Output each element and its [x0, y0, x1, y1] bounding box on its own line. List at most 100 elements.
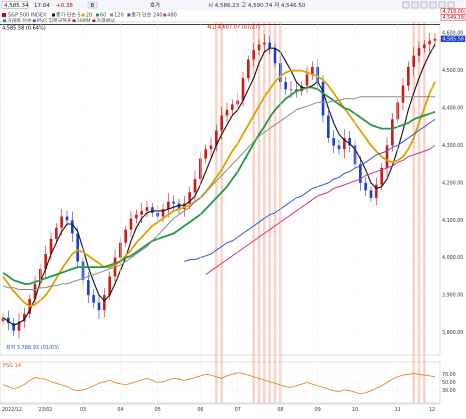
x-tick-label: 10 — [352, 407, 358, 413]
candle-body — [417, 48, 421, 56]
candle-body — [247, 59, 250, 79]
settings-icon[interactable] — [420, 1, 428, 9]
candle-body — [369, 190, 373, 198]
candle-body — [65, 216, 69, 221]
symbol-field[interactable] — [1, 1, 29, 9]
b-button[interactable] — [87, 1, 98, 9]
candle-body — [241, 78, 245, 101]
event-band — [412, 22, 415, 403]
legend-row-1: S&P 500 INDEX 종가 단순 5 20 60 120 종가 단순 240 480 — [2, 12, 177, 19]
x-tick-label: 06 — [197, 407, 203, 413]
candle-body — [263, 42, 266, 45]
y-tick-label: 4,400.00 — [442, 106, 463, 112]
candle-body — [76, 233, 79, 262]
ma-legend-swatch — [163, 13, 167, 17]
main-chart — [0, 21, 441, 403]
candle-body — [193, 179, 197, 193]
moving-average-ma120 — [2, 96, 435, 290]
row2-legend-swatch — [3, 19, 6, 23]
toolbar-icons — [402, 1, 455, 9]
x-tick-label: 04 — [117, 407, 123, 413]
candle-body — [60, 216, 63, 228]
row2-legend-label: PSG 일목균형표 — [37, 18, 72, 25]
candle-body — [327, 115, 330, 138]
ma-legend-label: 120 — [114, 13, 124, 19]
annotations: 최고 4,607.07 (07/27) 최저 3,788.93 (01/03) — [6, 24, 260, 352]
psg-y-tick-label: 30.00 — [442, 388, 456, 394]
candle-body — [17, 321, 21, 331]
zoom-out-icon[interactable] — [411, 1, 419, 9]
candle-body — [332, 137, 335, 146]
ma-legend-label: 20 — [86, 13, 92, 19]
candle-body — [257, 44, 261, 51]
magnify-icon[interactable] — [402, 1, 410, 9]
psg-y-tick-label: 50.00 — [442, 380, 456, 386]
x-tick-label: 08 — [277, 407, 283, 413]
candle-body — [49, 239, 53, 254]
row2-legend-swatch — [72, 19, 76, 23]
psg-y-tick-label: 70.00 — [442, 372, 456, 378]
psg-frame — [0, 361, 441, 404]
ma-legend-label: 종가 단순 240 — [131, 12, 162, 19]
candle-body — [33, 283, 37, 299]
candle-body — [161, 209, 165, 217]
candle-body — [433, 38, 437, 41]
x-tick-label: 05 — [155, 407, 161, 413]
candle-body — [423, 44, 426, 49]
candle-body — [215, 130, 218, 146]
candle-body — [124, 229, 127, 243]
price-badge — [440, 14, 466, 21]
b-button-label: B — [91, 3, 95, 9]
candle-body — [7, 317, 10, 324]
y-tick-label: 4,200.00 — [442, 180, 463, 186]
candle-body — [204, 149, 207, 159]
candle-body — [23, 313, 26, 322]
candle-body — [87, 280, 90, 296]
x-tick-label: 11 — [395, 407, 401, 413]
candle-body — [209, 145, 213, 150]
x-tick-label: 2022/12 — [2, 407, 22, 413]
candle-body — [71, 220, 74, 234]
event-band — [215, 22, 218, 403]
candle-body — [167, 201, 170, 210]
chart-icon[interactable] — [429, 1, 437, 9]
candle-body — [321, 81, 325, 116]
candle-body — [311, 66, 314, 75]
price-badge-label: 4,718.00 — [443, 9, 464, 15]
low-annotation: 최저 3,788.93 (01/03) — [6, 344, 59, 351]
y-tick-label: 3,900.00 — [442, 293, 463, 299]
candle-body — [407, 66, 410, 86]
price-badge-label: 4,549.19 — [443, 15, 464, 21]
candle-body — [252, 50, 255, 60]
candle-body — [268, 42, 271, 49]
candle-body — [108, 276, 111, 296]
y-tick-label: 4,000.00 — [442, 255, 463, 261]
candle-body — [380, 167, 383, 185]
ma-legend-swatch — [110, 13, 114, 17]
row2-legend: 거래량 단순 PSG 일목균형표 거래량 가격채널 — [3, 18, 115, 25]
event-band — [257, 22, 261, 403]
row2-legend-label: 가격채널 — [96, 18, 115, 25]
candle-body — [220, 115, 223, 131]
candle-body — [359, 164, 362, 183]
x-tick-label: 09 — [315, 407, 321, 413]
x-tick-label: 07 — [235, 407, 241, 413]
legend-swatch-index — [2, 13, 6, 17]
candle-body — [129, 218, 133, 230]
ma-legend-label: 종가 단순 5 — [56, 12, 81, 19]
psg-title: PSG 14 — [3, 363, 21, 369]
print-icon[interactable] — [447, 1, 455, 9]
symbol-value: 4,585.34 — [4, 3, 29, 9]
candle-body — [284, 81, 287, 90]
save-icon[interactable] — [438, 1, 446, 9]
hoga-label[interactable]: 호가 — [150, 1, 160, 9]
candle-body — [55, 227, 58, 240]
candle-body — [44, 253, 47, 269]
candle-body — [337, 145, 341, 150]
candle-body — [12, 323, 15, 331]
candle-body — [103, 295, 106, 311]
ma-legend-swatch — [52, 13, 55, 17]
event-band — [252, 22, 255, 403]
candle-body — [177, 203, 181, 210]
x-axis: 2022/12 '23/02 03 04 05 06 07 08 09 10 11 12 — [0, 22, 440, 413]
